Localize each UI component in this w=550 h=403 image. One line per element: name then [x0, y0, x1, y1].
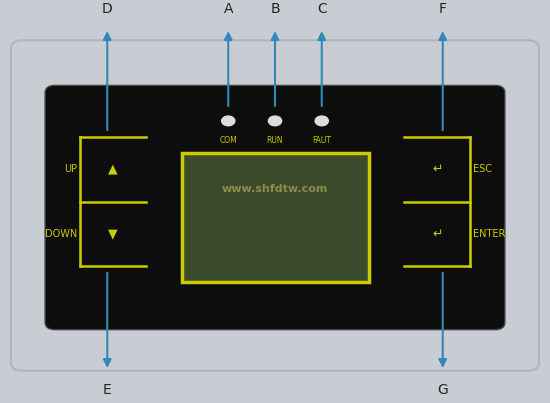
Circle shape	[315, 116, 328, 126]
FancyBboxPatch shape	[45, 85, 505, 330]
Text: E: E	[103, 383, 112, 397]
Text: COM: COM	[219, 136, 237, 145]
Text: ↵: ↵	[432, 163, 443, 176]
Text: www.shfdtw.com: www.shfdtw.com	[222, 184, 328, 194]
Text: D: D	[102, 2, 113, 16]
Text: ↵: ↵	[432, 227, 443, 240]
Text: B: B	[270, 2, 280, 16]
Text: ENTER: ENTER	[473, 229, 505, 239]
Text: ESC: ESC	[473, 164, 492, 174]
Text: F: F	[439, 2, 447, 16]
Text: C: C	[317, 2, 327, 16]
Text: FAUT: FAUT	[312, 136, 331, 145]
Text: UP: UP	[64, 164, 77, 174]
Circle shape	[268, 116, 282, 126]
Circle shape	[222, 116, 235, 126]
Text: RUN: RUN	[267, 136, 283, 145]
Text: ▼: ▼	[108, 227, 118, 240]
Text: DOWN: DOWN	[45, 229, 77, 239]
Text: G: G	[437, 383, 448, 397]
Bar	[182, 153, 368, 282]
FancyBboxPatch shape	[11, 40, 539, 371]
Text: A: A	[223, 2, 233, 16]
Text: ▲: ▲	[108, 163, 118, 176]
